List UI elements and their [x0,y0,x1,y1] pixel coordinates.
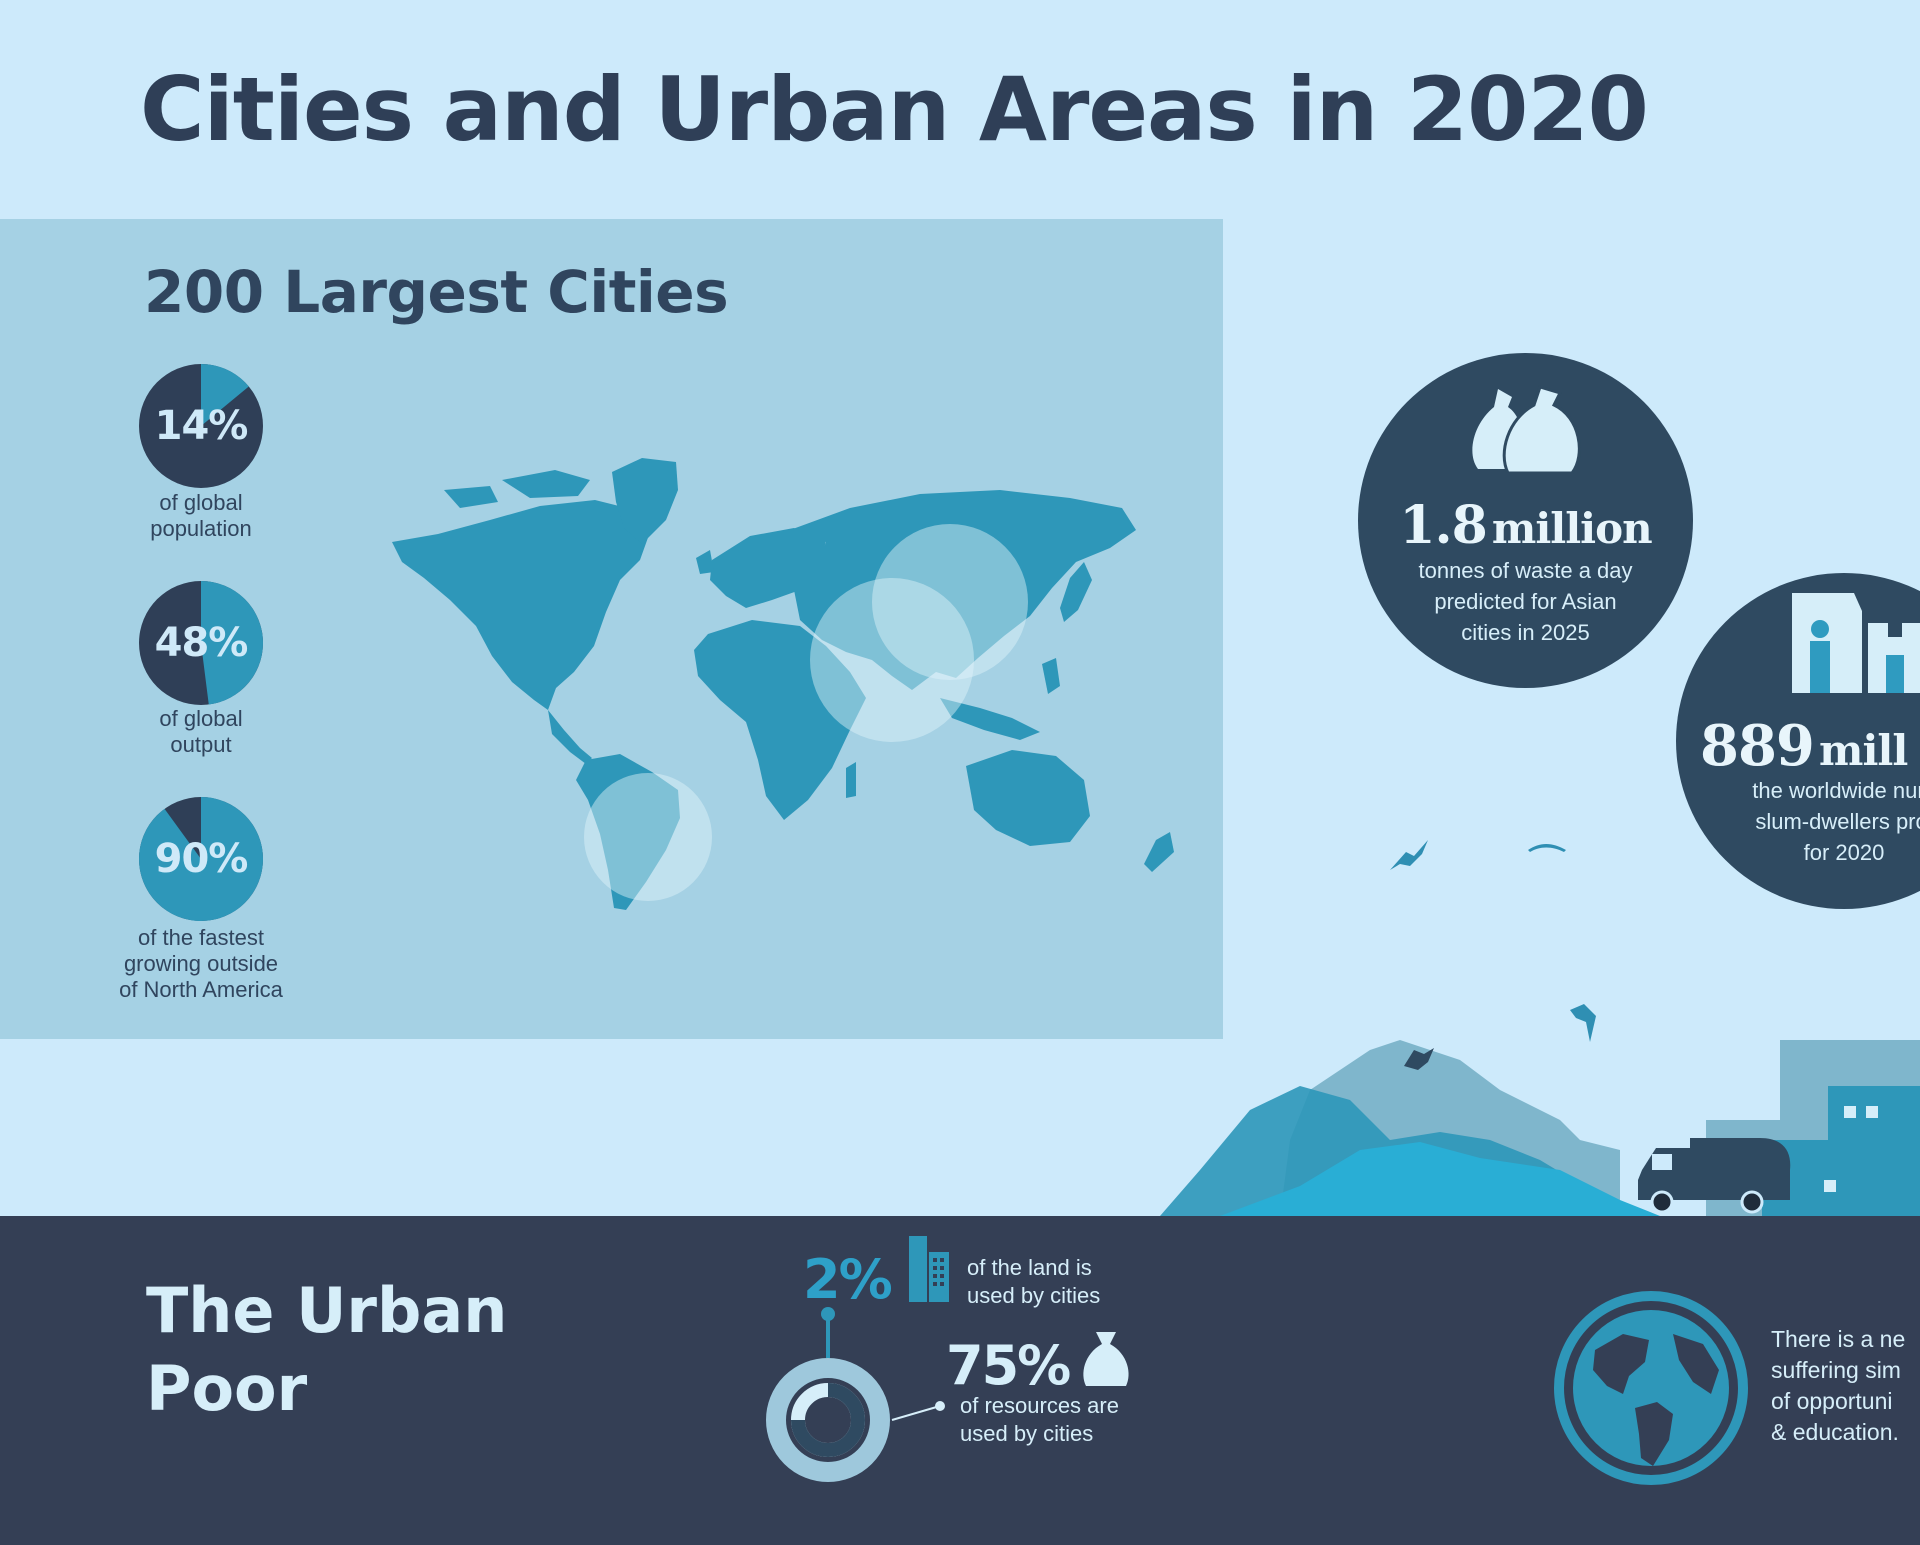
land-percent: 2% [803,1248,893,1311]
money-bag-icon [1083,1332,1129,1386]
land-caption: of the land is used by cities [967,1255,1101,1308]
north-america-shape [392,500,650,710]
highlight-circle-south-asia [810,578,974,742]
fastest-growing-caption: of the fastest growing outside of North … [119,925,283,1002]
landfill-illustration [1160,1040,1920,1216]
highlight-circle-east-asia [872,524,1028,680]
slums-stat-clip: 889 mill the worldwide num slum-dwellers… [1676,573,1920,909]
urban-poor-heading: The Urban Poor [146,1274,508,1425]
south-america-shape [576,754,680,910]
bird-icon [1528,844,1566,852]
stat-fastest-growing: 90% [139,797,264,925]
stat-output: 48% [139,581,263,709]
fastest-growing-percent: 90% [154,836,249,882]
resources-share-arc [791,1383,865,1457]
world-map [392,458,1174,910]
slum-dweller-icon [1792,593,1920,693]
waste-caption: tonnes of waste a day predicted for Asia… [1418,558,1633,645]
waste-number: 1.8 [1399,495,1487,556]
asia-shape [790,490,1136,690]
slums-unit: mill [1819,726,1908,775]
page-title: Cities and Urban Areas in 2020 [140,58,1649,161]
population-percent: 14% [154,403,249,449]
slums-caption: the worldwide num slum-dwellers proj for… [1752,778,1920,865]
resources-percent: 75% [946,1334,1071,1397]
garbage-truck-icon [1638,1138,1791,1214]
population-pie-chart [139,364,263,488]
globe-icon [1554,1291,1748,1485]
buildings-icon [909,1236,949,1302]
globe-text: There is a ne suffering sim of opportuni… [1771,1326,1906,1445]
bird-icon [1570,1004,1596,1042]
australia-shape [966,750,1090,846]
output-pie-chart [139,581,263,705]
highlight-circle-south-america [584,773,712,901]
resources-donut-chart [766,1307,945,1482]
population-caption: of global population [150,490,252,541]
fastest-growing-pie-chart [139,797,264,921]
largest-cities-heading: 200 Largest Cities [144,258,729,326]
resources-caption: of resources are used by cities [960,1393,1119,1446]
birds-illustration [1390,840,1596,1042]
waste-stat-bubble: 1.8 million tonnes of waste a day predic… [1358,353,1693,688]
garbage-bags-icon [1472,385,1581,475]
output-percent: 48% [154,620,249,666]
greenland-shape [612,458,678,544]
slums-number: 889 [1700,713,1815,779]
africa-shape [694,620,866,820]
output-caption: of global output [159,706,243,757]
bird-icon [1404,1048,1434,1070]
bird-icon [1390,840,1428,870]
waste-unit: million [1491,504,1653,553]
stat-population: 14% [139,364,263,492]
